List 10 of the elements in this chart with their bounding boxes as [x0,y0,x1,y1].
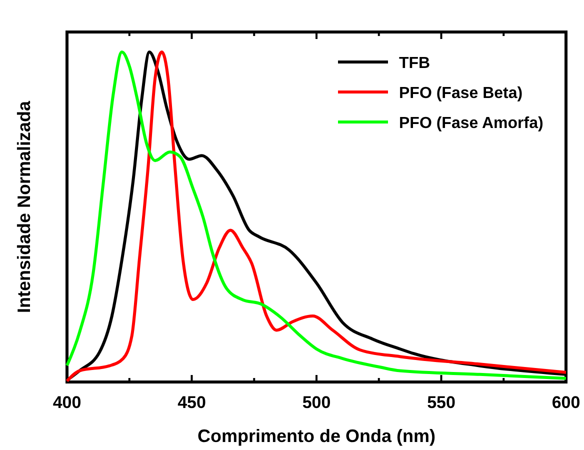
x-tick-label: 450 [178,393,206,412]
legend-label: TFB [399,55,430,72]
legend-label: PFO (Fase Beta) [399,85,523,102]
x-tick-label: 550 [427,393,456,412]
x-tick-label: 400 [52,393,82,412]
x-tick-label: 600 [552,393,580,412]
x-axis-title: Comprimento de Onda (nm) [198,426,436,446]
legend-label: PFO (Fase Amorfa) [399,115,544,132]
y-axis-title: Intensidade Normalizada [14,100,34,314]
x-tick-label: 500 [302,393,331,412]
